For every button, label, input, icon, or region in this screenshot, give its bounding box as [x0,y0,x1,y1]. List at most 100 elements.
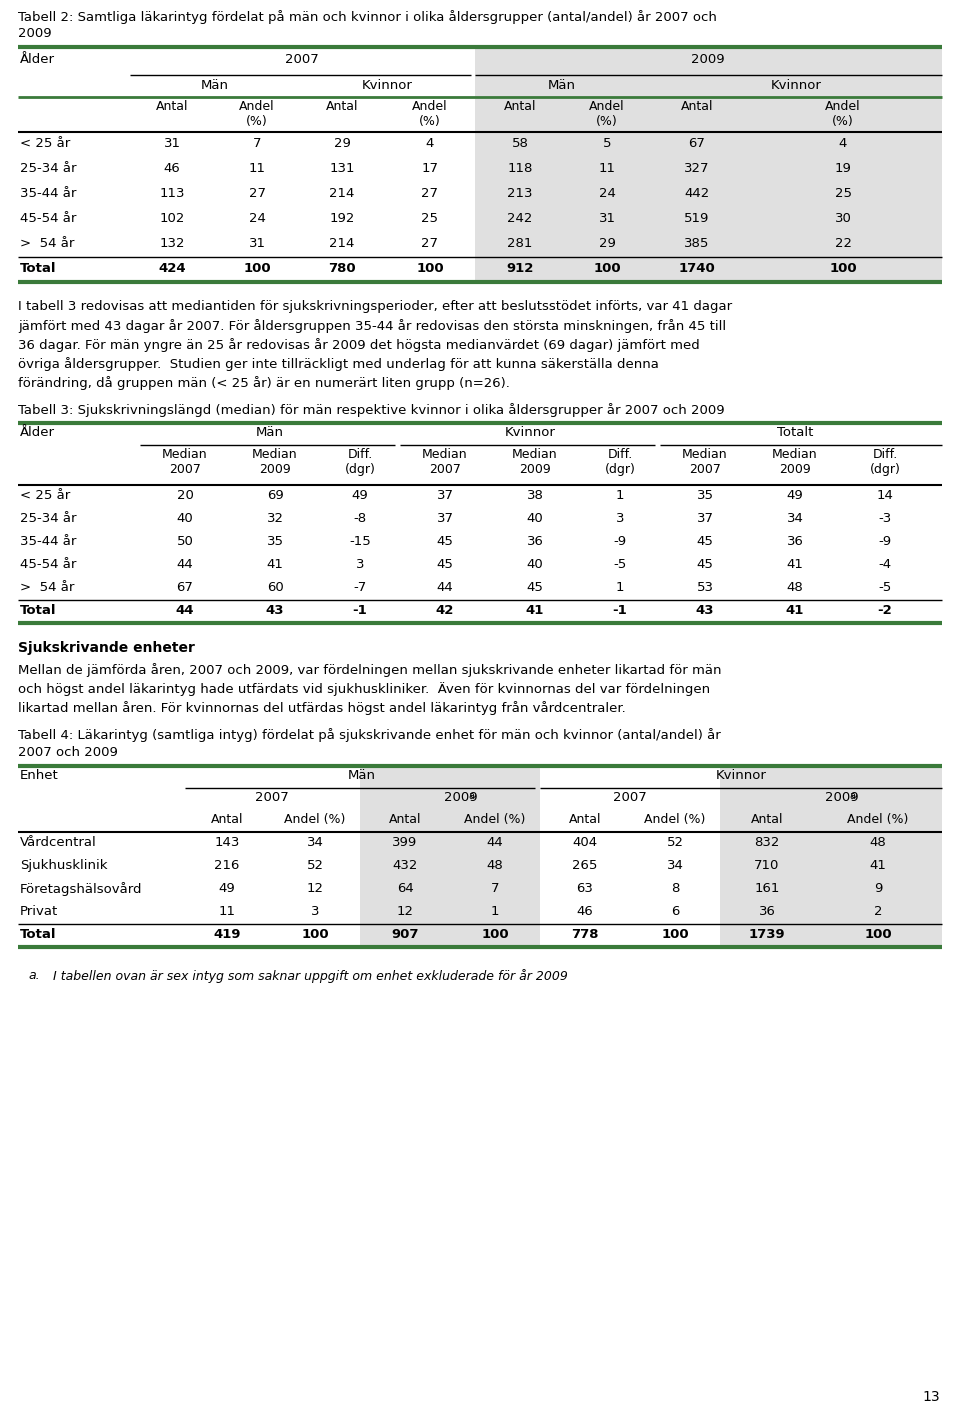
Text: 100: 100 [481,928,509,941]
Text: 48: 48 [487,859,503,872]
Text: 25-34 år: 25-34 år [20,512,77,526]
Text: Företagshälsovård: Företagshälsovård [20,882,142,896]
Text: 12: 12 [396,904,414,918]
Text: 102: 102 [159,212,184,225]
Text: 44: 44 [487,836,503,849]
Text: Kvinnor: Kvinnor [715,769,766,781]
Text: 2009: 2009 [691,54,725,66]
Text: 2007: 2007 [613,791,647,804]
Text: 30: 30 [834,212,852,225]
Text: 58: 58 [512,137,528,150]
Text: 37: 37 [437,512,453,526]
Bar [475,206,942,232]
Bar [720,810,942,832]
Text: 131: 131 [329,162,355,175]
Text: Andel (%): Andel (%) [848,812,909,827]
Text: Kvinnor: Kvinnor [505,425,556,439]
Text: 36 dagar. För män yngre än 25 år redovisas år 2009 det högsta medianvärdet (69 d: 36 dagar. För män yngre än 25 år redovis… [18,338,700,352]
Bar [720,877,942,901]
Text: 11: 11 [598,162,615,175]
Text: 1740: 1740 [679,261,715,276]
Bar [360,901,540,924]
Text: Kvinnor: Kvinnor [771,79,822,92]
Text: 519: 519 [684,212,709,225]
Text: -7: -7 [353,581,367,593]
Text: förändring, då gruppen män (< 25 år) är en numerärt liten grupp (n=26).: förändring, då gruppen män (< 25 år) är … [18,376,510,390]
Text: 31: 31 [249,237,266,250]
Text: Män: Män [548,79,576,92]
Text: 2009: 2009 [825,791,863,804]
Text: 49: 49 [351,489,369,502]
Bar [475,157,942,182]
Text: 52: 52 [306,859,324,872]
Text: I tabellen ovan är sex intyg som saknar uppgift om enhet exkluderade för år 2009: I tabellen ovan är sex intyg som saknar … [53,969,568,983]
Text: a: a [468,791,474,801]
Text: 385: 385 [684,237,709,250]
Text: 2007 och 2009: 2007 och 2009 [18,746,118,759]
Text: 29: 29 [333,137,350,150]
Text: Antal: Antal [568,812,601,827]
Text: 912: 912 [506,261,534,276]
Text: 832: 832 [755,836,780,849]
Text: 100: 100 [864,928,892,941]
Text: 1: 1 [615,581,624,593]
Text: 214: 214 [329,187,354,201]
Text: 22: 22 [834,237,852,250]
Text: 36: 36 [758,904,776,918]
Text: Män: Män [256,425,284,439]
Text: 34: 34 [786,512,804,526]
Text: 419: 419 [213,928,241,941]
Text: 710: 710 [755,859,780,872]
Text: 1739: 1739 [749,928,785,941]
Bar [720,788,942,810]
Text: 100: 100 [661,928,689,941]
Text: 216: 216 [214,859,240,872]
Text: 214: 214 [329,237,354,250]
Text: 13: 13 [923,1390,940,1405]
Text: -15: -15 [349,536,371,548]
Text: 36: 36 [786,536,804,548]
Text: 27: 27 [421,187,439,201]
Text: 48: 48 [786,581,804,593]
Text: 40: 40 [527,512,543,526]
Text: 49: 49 [219,882,235,894]
Text: 2007: 2007 [285,54,319,66]
Text: Tabell 3: Sjukskrivningslängd (median) för män respektive kvinnor i olika ålders: Tabell 3: Sjukskrivningslängd (median) f… [18,403,725,417]
Text: -9: -9 [613,536,627,548]
Text: Män: Män [201,79,229,92]
Text: 399: 399 [393,836,418,849]
Text: 69: 69 [267,489,283,502]
Bar [720,901,942,924]
Text: 100: 100 [243,261,271,276]
Text: 67: 67 [688,137,706,150]
Text: -2: -2 [877,603,893,617]
Text: 50: 50 [177,536,193,548]
Text: Andel
(%): Andel (%) [412,100,447,129]
Text: 45: 45 [527,581,543,593]
Text: 24: 24 [249,212,265,225]
Text: -3: -3 [878,512,892,526]
Text: a.: a. [28,969,39,982]
Text: 12: 12 [306,882,324,894]
Text: 5: 5 [603,137,612,150]
Text: Kvinnor: Kvinnor [362,79,413,92]
Text: Median
2009: Median 2009 [772,448,818,476]
Text: 778: 778 [571,928,599,941]
Text: >  54 år: > 54 år [20,237,74,250]
Text: 34: 34 [666,859,684,872]
Bar [360,855,540,877]
Text: 213: 213 [507,187,533,201]
Text: 113: 113 [159,187,184,201]
Text: -5: -5 [878,581,892,593]
Bar [360,810,540,832]
Text: 38: 38 [527,489,543,502]
Text: Ålder: Ålder [20,425,55,439]
Text: 100: 100 [829,261,857,276]
Text: 265: 265 [572,859,598,872]
Bar [720,924,942,947]
Text: 1: 1 [615,489,624,502]
Text: 41: 41 [526,603,544,617]
Text: 35-44 år: 35-44 år [20,187,77,201]
Text: 49: 49 [786,489,804,502]
Text: Median
2009: Median 2009 [252,448,298,476]
